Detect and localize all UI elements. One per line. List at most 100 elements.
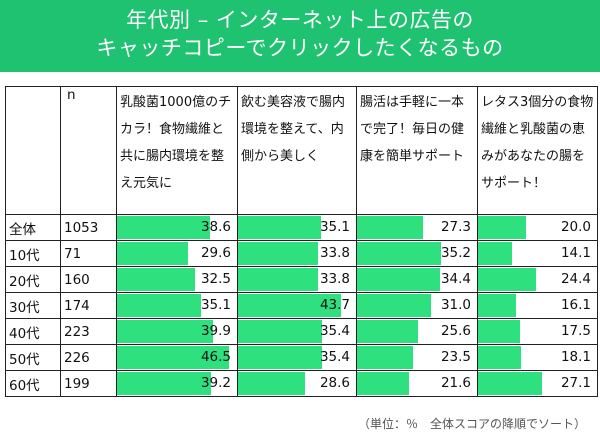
value-cell: 34.4 bbox=[356, 266, 478, 293]
value-cell: 35.4 bbox=[237, 344, 357, 371]
value-bar bbox=[238, 372, 306, 395]
header-row: n 乳酸菌1000億のチカラ！食物繊維と共に腸内環境を整え元気に 飲む美容液で腸… bbox=[5, 86, 598, 215]
value-label: 33.8 bbox=[319, 271, 350, 287]
value-label: 46.5 bbox=[200, 349, 231, 365]
value-label: 32.5 bbox=[200, 271, 231, 287]
value-label: 29.6 bbox=[200, 245, 231, 261]
value-bar bbox=[357, 372, 409, 395]
value-cell: 27.3 bbox=[356, 214, 478, 241]
value-label: 27.1 bbox=[560, 375, 591, 391]
value-cell: 35.2 bbox=[356, 240, 478, 267]
value-cell: 35.1 bbox=[116, 292, 238, 319]
value-cell: 35.1 bbox=[237, 214, 357, 241]
value-cell: 39.2 bbox=[116, 370, 238, 397]
value-bar bbox=[117, 294, 202, 317]
value-bar bbox=[478, 372, 543, 395]
value-label: 25.6 bbox=[440, 323, 471, 339]
value-label: 38.6 bbox=[200, 219, 231, 235]
sample-size: 160 bbox=[60, 266, 117, 293]
corner-cell bbox=[5, 86, 61, 215]
table-row: 60代 199 39.2 28.6 21.6 27.1 bbox=[5, 370, 598, 397]
value-label: 16.1 bbox=[560, 297, 591, 313]
value-cell: 17.5 bbox=[477, 318, 598, 345]
chart-title: 年代別 – インターネット上の広告の キャッチコピーでクリックしたくなるもの bbox=[0, 0, 600, 72]
value-bar bbox=[478, 268, 537, 291]
value-cell: 25.6 bbox=[356, 318, 478, 345]
value-label: 18.1 bbox=[560, 349, 591, 365]
value-label: 35.1 bbox=[200, 297, 231, 313]
sample-size: 71 bbox=[60, 240, 117, 267]
column-header: 飲む美容液で腸内環境を整えて、内側から美しく bbox=[237, 86, 357, 215]
table-row: 20代 160 32.5 33.8 34.4 24.4 bbox=[5, 266, 598, 293]
row-label: 30代 bbox=[5, 292, 61, 319]
table-row: 40代 223 39.9 35.4 25.6 17.5 bbox=[5, 318, 598, 345]
column-header-text: レタス3個分の食物繊維と乳酸菌の恵みがあなたの腸をサポート！ bbox=[481, 95, 594, 191]
value-cell: 31.0 bbox=[356, 292, 478, 319]
value-cell: 16.1 bbox=[477, 292, 598, 319]
column-header-text: 乳酸菌1000億のチカラ！食物繊維と共に腸内環境を整え元気に bbox=[120, 95, 232, 191]
value-label: 24.4 bbox=[560, 271, 591, 287]
value-label: 14.1 bbox=[560, 245, 591, 261]
value-cell: 32.5 bbox=[116, 266, 238, 293]
value-cell: 20.0 bbox=[477, 214, 598, 241]
value-bar bbox=[357, 320, 419, 343]
value-cell: 27.1 bbox=[477, 370, 598, 397]
value-cell: 38.6 bbox=[116, 214, 238, 241]
table-row: 30代 174 35.1 43.7 31.0 16.1 bbox=[5, 292, 598, 319]
value-bar bbox=[357, 242, 442, 265]
value-bar bbox=[238, 346, 322, 369]
value-label: 35.4 bbox=[319, 349, 350, 365]
value-cell: 35.4 bbox=[237, 318, 357, 345]
row-label: 20代 bbox=[5, 266, 61, 293]
value-label: 35.4 bbox=[319, 323, 350, 339]
value-label: 27.3 bbox=[440, 219, 471, 235]
column-header-text: 飲む美容液で腸内環境を整えて、内側から美しく bbox=[241, 95, 346, 164]
value-cell: 21.6 bbox=[356, 370, 478, 397]
value-bar bbox=[117, 268, 195, 291]
value-cell: 28.6 bbox=[237, 370, 357, 397]
value-bar bbox=[478, 320, 520, 343]
value-bar bbox=[478, 346, 522, 369]
value-cell: 33.8 bbox=[237, 266, 357, 293]
row-label: 50代 bbox=[5, 344, 61, 371]
value-bar bbox=[238, 268, 318, 291]
column-header: レタス3個分の食物繊維と乳酸菌の恵みがあなたの腸をサポート！ bbox=[477, 86, 598, 215]
value-cell: 24.4 bbox=[477, 266, 598, 293]
row-label: 60代 bbox=[5, 370, 61, 397]
value-label: 28.6 bbox=[319, 375, 350, 391]
title-line-2: キャッチコピーでクリックしたくなるもの bbox=[96, 36, 504, 60]
sample-size: 223 bbox=[60, 318, 117, 345]
data-table: n 乳酸菌1000億のチカラ！食物繊維と共に腸内環境を整え元気に 飲む美容液で腸… bbox=[5, 86, 598, 397]
value-bar bbox=[357, 216, 423, 239]
value-bar bbox=[478, 242, 512, 265]
value-cell: 43.7 bbox=[237, 292, 357, 319]
footnote: （単位：％ 全体スコアの降順でソート） bbox=[357, 417, 586, 431]
value-bar bbox=[357, 346, 414, 369]
value-label: 23.5 bbox=[440, 349, 471, 365]
sample-size: 199 bbox=[60, 370, 117, 397]
sample-size: 1053 bbox=[60, 214, 117, 241]
value-label: 17.5 bbox=[560, 323, 591, 339]
value-bar bbox=[238, 320, 322, 343]
row-label: 全体 bbox=[5, 214, 61, 241]
value-bar bbox=[117, 320, 213, 343]
table-row: 50代 226 46.5 35.4 23.5 18.1 bbox=[5, 344, 598, 371]
value-bar bbox=[117, 216, 210, 239]
column-header: 腸活は手軽に一本で完了！毎日の健康を簡単サポート bbox=[356, 86, 478, 215]
row-label: 40代 bbox=[5, 318, 61, 345]
value-label: 34.4 bbox=[440, 271, 471, 287]
n-header: n bbox=[60, 86, 117, 215]
value-bar bbox=[117, 346, 229, 369]
value-label: 35.1 bbox=[319, 219, 350, 235]
table-row: 10代 71 29.6 33.8 35.2 14.1 bbox=[5, 240, 598, 267]
value-bar bbox=[238, 294, 342, 317]
value-label: 35.2 bbox=[440, 245, 471, 261]
value-label: 31.0 bbox=[440, 297, 471, 313]
value-cell: 39.9 bbox=[116, 318, 238, 345]
value-bar bbox=[117, 242, 189, 265]
value-cell: 46.5 bbox=[116, 344, 238, 371]
value-label: 39.9 bbox=[200, 323, 231, 339]
title-line-1: 年代別 – インターネット上の広告の bbox=[126, 8, 474, 32]
value-bar bbox=[357, 268, 440, 291]
value-cell: 33.8 bbox=[237, 240, 357, 267]
